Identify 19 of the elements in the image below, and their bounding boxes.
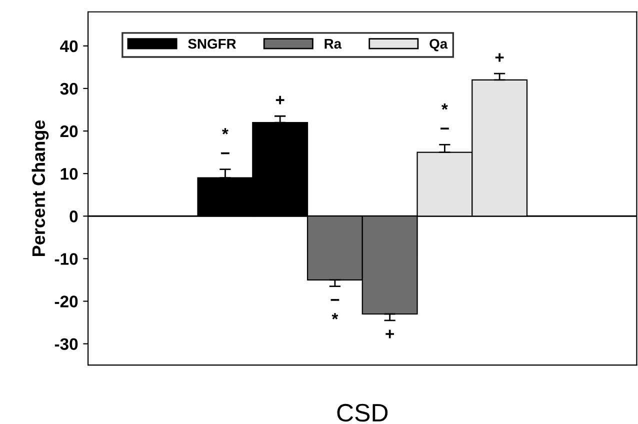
legend-label: Qa — [430, 38, 448, 52]
data-label: + — [386, 330, 394, 338]
legend-label: Ra — [324, 39, 342, 49]
y-axis-title: Percent Change — [32, 120, 49, 256]
data-label: * − — [440, 103, 449, 130]
y-tick-label: 0 — [70, 210, 78, 222]
data-label: * − — [221, 128, 230, 154]
y-tick-label: 30 — [60, 82, 78, 95]
y-tick-label: 20 — [60, 125, 78, 138]
y-tick-label: 10 — [60, 168, 78, 180]
y-tick-label: -10 — [54, 253, 78, 265]
data-label: + — [276, 96, 284, 104]
x-axis-title: CSD — [337, 404, 388, 422]
legend-label: SNGFR — [188, 38, 236, 49]
y-tick-label: 40 — [60, 40, 78, 52]
data-label: − * — [330, 299, 340, 320]
y-tick-label: -20 — [54, 296, 78, 308]
y-tick-label: -30 — [54, 338, 78, 350]
data-label: + — [495, 53, 504, 62]
